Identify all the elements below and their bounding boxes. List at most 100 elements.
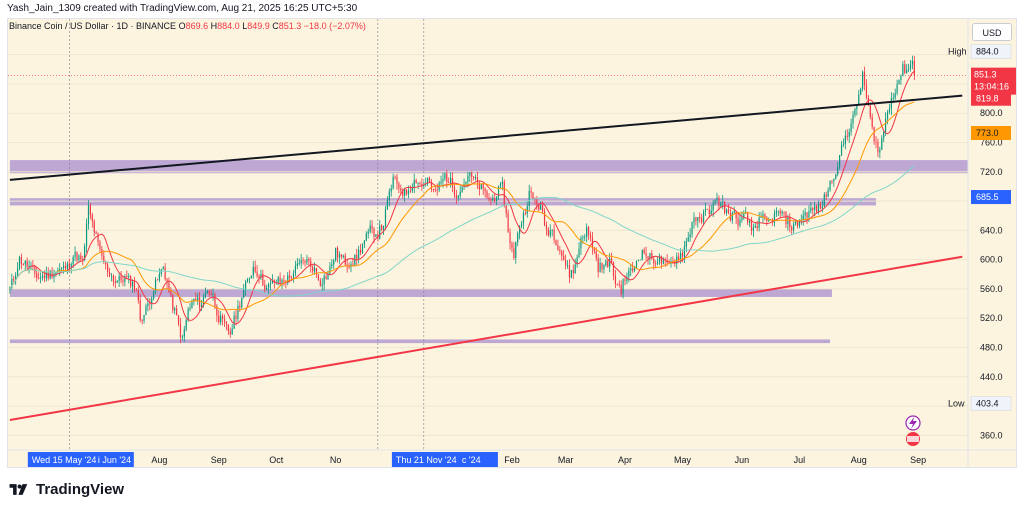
candle-body [484, 188, 486, 192]
candle-body [24, 260, 26, 265]
candle-body [806, 212, 808, 218]
currency-button[interactable]: USD [972, 23, 1012, 41]
candle-body [446, 173, 448, 183]
candle-body [494, 197, 496, 201]
candle-body [381, 225, 383, 230]
lightning-bolt-icon [909, 417, 917, 429]
candle-body [632, 268, 634, 271]
candle-body [881, 138, 883, 150]
price-labels-layer: High 884.0 Low 403.4 851.3 13:04:16 819.8 773.0… [948, 44, 1016, 411]
candle-body [262, 273, 264, 286]
candle-body [846, 135, 848, 137]
candle-body [306, 259, 308, 263]
candle-body [499, 183, 502, 187]
candle-body [45, 271, 47, 279]
candle-body [712, 203, 714, 211]
candle-body [331, 264, 333, 267]
time-tick-label: Feb [504, 455, 520, 465]
candle-body [430, 181, 433, 190]
candle-body [459, 191, 461, 197]
low-value: 849.9 [247, 21, 270, 31]
candle-body [93, 221, 95, 233]
candle-body [371, 225, 373, 229]
price-tick-label: 440.0 [980, 372, 1003, 382]
candle-body [398, 183, 400, 189]
candle-body [750, 220, 753, 231]
candle-body [216, 306, 218, 316]
candle-body [829, 180, 831, 191]
candle-body [812, 207, 814, 210]
candle-body [405, 189, 408, 195]
ma-value-box [971, 91, 1011, 106]
candle-body [474, 177, 477, 179]
candle-body [526, 206, 528, 214]
price-tick-label: 560.0 [980, 284, 1003, 294]
candle-body [43, 275, 46, 279]
candle-body [639, 259, 641, 261]
candle-body [13, 278, 15, 280]
candle-body [99, 242, 101, 250]
candle-body [87, 205, 90, 224]
candle-body [702, 211, 705, 223]
candle-body [701, 218, 703, 223]
candle-body [256, 271, 258, 277]
candle-body [212, 293, 214, 295]
candle-body [819, 203, 822, 209]
candle-body [108, 272, 111, 276]
candle-body [839, 155, 841, 168]
candle-body [867, 97, 869, 106]
extreme-value-box [970, 396, 1012, 411]
candle-body [235, 315, 237, 319]
candle-body [545, 224, 548, 230]
candle-body [310, 261, 312, 267]
candle-body [871, 117, 873, 127]
candle-body [131, 281, 134, 287]
price-chart[interactable]: 360.0400.0440.0480.0520.0560.0600.0640.0… [0, 18, 1024, 468]
candle-body [413, 180, 415, 189]
candle-body [252, 266, 254, 276]
candle-body [532, 192, 534, 199]
time-tick-label: Jun [735, 455, 750, 465]
candle-body [706, 208, 709, 210]
candle-body [476, 177, 479, 183]
candle-body [490, 199, 492, 201]
candle-body [704, 208, 707, 212]
candle-body [507, 213, 509, 233]
candle-body [622, 279, 624, 294]
candle-body [628, 270, 630, 277]
candle-body [656, 261, 659, 264]
candle-body [587, 227, 590, 235]
candle-body [241, 297, 243, 308]
candle-body [156, 279, 159, 281]
price-tick-label: 520.0 [980, 313, 1003, 323]
candle-body [741, 217, 743, 220]
candle-body [810, 207, 812, 212]
candle-body [793, 223, 795, 231]
extreme-label: High [948, 47, 967, 57]
candle-body [685, 241, 687, 247]
moving-average-line [9, 101, 915, 311]
date-marker-badge [27, 452, 134, 467]
candle-body [49, 270, 51, 279]
candle-body [436, 189, 438, 191]
candle-body [835, 174, 837, 179]
candle-body [720, 202, 722, 207]
candle-body [116, 280, 118, 283]
candle-body [227, 324, 229, 332]
candle-body [837, 167, 839, 175]
candle-body [678, 256, 680, 260]
candle-body [394, 176, 396, 178]
price-tick-label: 480.0 [980, 343, 1003, 353]
candle-body [522, 212, 525, 224]
candle-body [18, 256, 21, 269]
candle-body [538, 205, 540, 210]
candle-body [852, 114, 854, 124]
candle-body [473, 176, 475, 179]
candle-body [651, 253, 653, 259]
candle-body [718, 197, 720, 207]
candle-body [863, 71, 866, 85]
candle-body [266, 287, 268, 290]
close-value: 851.3 [278, 21, 302, 31]
candle-body [289, 275, 291, 278]
candle-body [409, 190, 411, 192]
